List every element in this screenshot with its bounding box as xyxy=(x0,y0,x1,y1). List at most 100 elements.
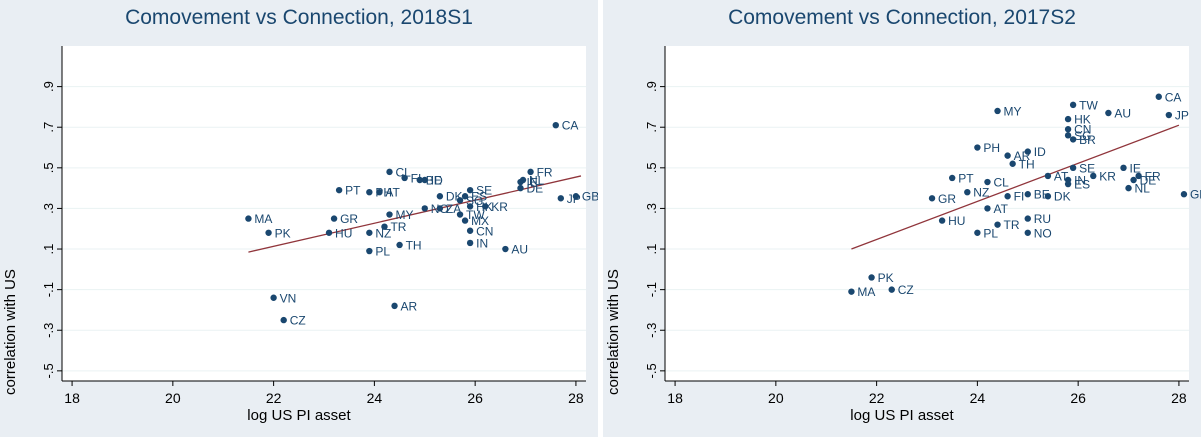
plot-area xyxy=(665,46,1189,381)
point-label: ZA xyxy=(446,202,461,216)
point-label: JP xyxy=(1175,109,1189,123)
point-label: TW xyxy=(466,208,485,222)
point-label: AU xyxy=(511,243,528,257)
data-point xyxy=(1044,193,1052,200)
data-point xyxy=(466,227,474,234)
chart-title-left: Comovement vs Connection, 2018S1 xyxy=(125,6,473,29)
point-label: AU xyxy=(1114,107,1131,121)
data-point xyxy=(482,203,489,210)
point-label: CZ xyxy=(290,314,306,328)
data-point xyxy=(572,193,580,200)
point-label: HK xyxy=(476,200,493,214)
point-label: KR xyxy=(491,200,508,214)
data-point xyxy=(391,302,398,310)
point-label: SE xyxy=(1079,161,1095,175)
data-point xyxy=(517,178,524,186)
data-point xyxy=(245,215,252,222)
data-point xyxy=(421,205,428,212)
y-tick-label: .3 xyxy=(644,203,659,214)
x-tick-label: 24 xyxy=(367,390,383,406)
y-tick-label: -.5 xyxy=(41,363,56,378)
data-point xyxy=(994,107,1001,115)
y-tick-label: .7 xyxy=(41,122,56,133)
data-point xyxy=(984,205,991,212)
data-point xyxy=(848,288,855,295)
point-label: TH xyxy=(406,238,422,252)
data-point xyxy=(330,215,338,222)
point-label: DE xyxy=(527,182,544,196)
data-point xyxy=(964,188,971,196)
point-label: FI xyxy=(411,171,422,185)
y-tick-label: .9 xyxy=(41,81,56,92)
fit-line xyxy=(851,124,1180,250)
y-tick-label: .3 xyxy=(41,203,56,214)
point-label: MA xyxy=(857,285,875,299)
x-axis-label-left: log US PI asset xyxy=(247,407,351,424)
x-tick-label: 26 xyxy=(467,390,483,406)
y-tick-label: .1 xyxy=(41,244,56,255)
data-point xyxy=(1024,229,1031,236)
y-tick-label: .9 xyxy=(644,81,659,92)
y-tick-label: -.1 xyxy=(41,282,56,297)
point-label: AT xyxy=(385,186,400,200)
point-label: VN xyxy=(280,291,297,305)
point-label: HU xyxy=(335,226,352,240)
data-point xyxy=(502,245,509,253)
x-tick-label: 20 xyxy=(165,390,181,406)
point-label: FI xyxy=(1014,190,1025,204)
data-point xyxy=(888,286,895,293)
point-label: HU xyxy=(948,214,965,228)
point-label: AR xyxy=(401,299,418,313)
point-label: RU xyxy=(1034,212,1051,226)
data-point xyxy=(552,121,559,129)
data-point xyxy=(1064,126,1072,133)
data-point xyxy=(366,229,373,236)
point-label: GB xyxy=(1190,188,1201,202)
point-label: BR xyxy=(1079,133,1096,147)
point-label: NZ xyxy=(375,226,391,240)
point-label: NL xyxy=(1135,182,1151,196)
data-point xyxy=(421,176,428,184)
point-label: PT xyxy=(958,171,974,185)
data-point xyxy=(1069,136,1077,143)
point-label: CL xyxy=(993,176,1009,190)
point-label: HK xyxy=(1074,113,1091,127)
point-label: DE xyxy=(1140,174,1157,188)
y-tick-label: -.3 xyxy=(644,323,659,338)
point-label: ID xyxy=(1034,145,1046,159)
point-label: FR xyxy=(1145,169,1161,183)
data-point xyxy=(1180,191,1188,198)
x-axis-label-right: log US PI asset xyxy=(850,407,954,424)
point-label: GB xyxy=(582,190,598,204)
point-label: AR xyxy=(1014,149,1031,163)
data-point xyxy=(1009,160,1016,167)
y-tick-label: -.3 xyxy=(41,323,56,338)
data-point xyxy=(416,176,423,184)
data-point xyxy=(1155,93,1162,100)
point-label: CA xyxy=(562,119,579,133)
data-point xyxy=(1125,184,1132,192)
chart-panel-left: -.5 -.3 -.1 .1 .3 .5 .7 .9 18 20 22 24 26 28 CA FR NL IE D… xyxy=(0,0,598,437)
x-tick-label: 22 xyxy=(869,390,885,406)
data-point xyxy=(396,241,403,249)
point-label: IE xyxy=(527,176,538,190)
data-point xyxy=(557,195,565,202)
data-point xyxy=(527,168,534,176)
point-label: CN xyxy=(476,224,493,238)
data-point xyxy=(1069,164,1077,172)
data-point xyxy=(366,188,373,196)
data-point xyxy=(1064,115,1072,123)
point-label: IN xyxy=(476,236,488,250)
data-point xyxy=(466,239,474,247)
data-point xyxy=(280,316,287,324)
data-point xyxy=(456,197,464,204)
data-point xyxy=(466,203,474,210)
data-point xyxy=(436,205,444,212)
point-label: CA xyxy=(1165,90,1182,104)
data-point xyxy=(381,223,388,230)
point-label: TW xyxy=(1079,98,1098,112)
data-point xyxy=(386,211,393,218)
data-point xyxy=(436,193,444,200)
point-label: SG xyxy=(1074,129,1091,143)
data-point xyxy=(265,229,272,236)
